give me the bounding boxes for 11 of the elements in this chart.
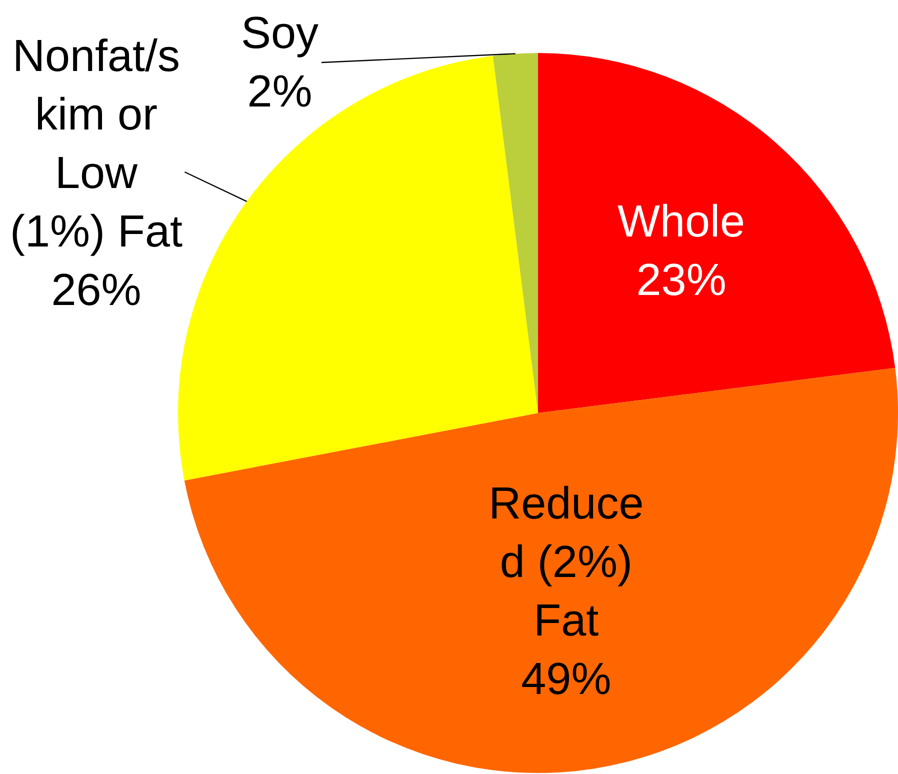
pie-slice (184, 368, 898, 773)
data-label: 2% (247, 66, 312, 116)
slice-label: Nonfat/s kim or Low (1%) Fat (10, 30, 184, 256)
pie-slice (538, 53, 896, 413)
slice-label: Soy (241, 7, 320, 58)
pie-slice (492, 53, 538, 413)
slice-label: Reduce d (2%) Fat (488, 478, 644, 646)
data-label: 49% (521, 653, 612, 704)
slice-label: Whole (618, 196, 746, 247)
data-label: 23% (636, 254, 726, 306)
data-label: 26% (51, 264, 142, 315)
